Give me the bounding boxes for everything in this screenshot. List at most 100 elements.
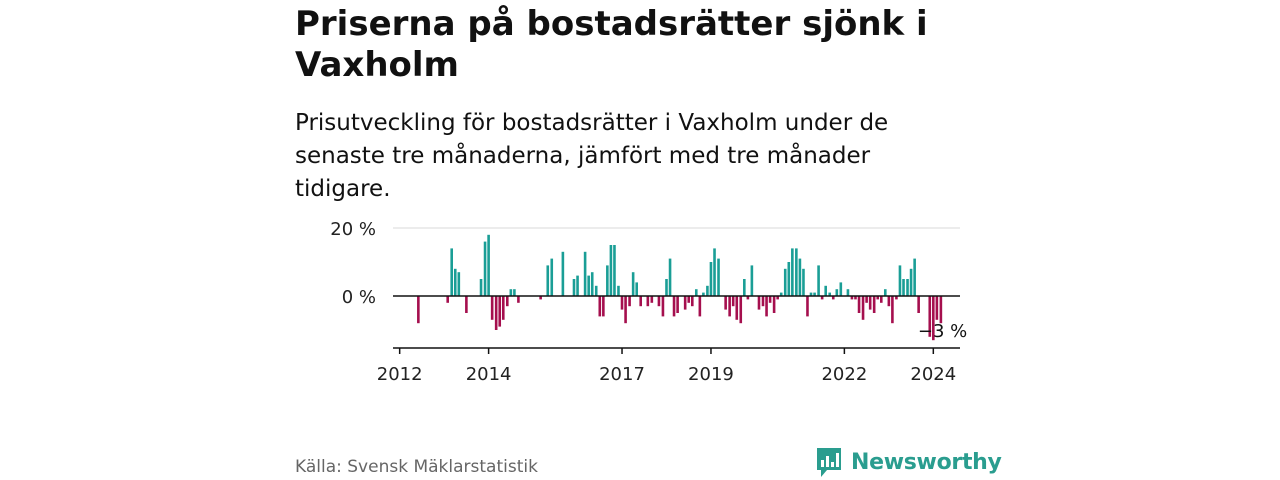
bar (895, 296, 898, 300)
bar (617, 285, 620, 296)
bar (717, 258, 720, 296)
bar (479, 279, 483, 296)
bar (839, 282, 843, 296)
bar (857, 296, 861, 313)
bar (806, 296, 809, 317)
bar (891, 296, 894, 324)
bar (594, 285, 598, 296)
bar (706, 285, 709, 296)
newsworthy-icon (817, 448, 841, 477)
bar (791, 248, 794, 296)
source-label: Källa: Svensk Mäklarstatistik (295, 457, 538, 477)
bar (539, 296, 542, 300)
bar (650, 296, 654, 303)
bar (702, 292, 705, 296)
bar (450, 248, 453, 296)
bar (779, 292, 783, 296)
annotation-label: −3 % (918, 321, 967, 342)
bar (498, 296, 502, 327)
bar (854, 296, 857, 300)
bar (724, 296, 727, 310)
bar (598, 296, 602, 317)
bar (872, 296, 876, 313)
bar (846, 289, 850, 296)
bar (517, 296, 520, 303)
newsworthy-logo[interactable]: Newsworthy (815, 446, 1002, 478)
bar (750, 265, 754, 296)
bar (879, 296, 883, 303)
bar (743, 279, 746, 296)
bar (939, 296, 943, 324)
bar (490, 296, 494, 320)
bar (850, 296, 854, 300)
bar (787, 262, 791, 296)
bar-chart: 0 % 20 % 2012 2014 2017 2019 2022 2024 −3 % (330, 219, 967, 385)
bar (457, 272, 461, 296)
bar (620, 296, 624, 310)
brand-name: Newsworthy (851, 449, 1002, 475)
bar (802, 268, 805, 296)
x-tick-label: 2024 (910, 364, 956, 385)
bar (813, 292, 816, 296)
chart-subtitle: Prisutveckling för bostadsrätter i Vaxho… (295, 110, 889, 202)
bar (824, 285, 827, 296)
bar (624, 296, 627, 324)
bar (868, 296, 872, 310)
bar (465, 296, 468, 313)
y-tick-label: 0 % (342, 287, 376, 308)
bar (487, 234, 490, 296)
bar (735, 296, 739, 320)
bar (672, 296, 676, 317)
x-tick-label: 2017 (599, 364, 645, 385)
bar (687, 296, 691, 303)
bar (746, 296, 750, 300)
bar (587, 275, 590, 296)
bar (501, 296, 505, 320)
bar (757, 296, 761, 310)
bar (835, 289, 839, 296)
bar (887, 296, 891, 307)
bar (602, 296, 605, 317)
bar (550, 258, 554, 296)
bar (635, 282, 638, 296)
bar (917, 296, 920, 313)
bar (861, 296, 865, 320)
bar (546, 265, 550, 296)
bar (772, 296, 776, 313)
x-tick-label: 2014 (466, 364, 512, 385)
bar (561, 251, 565, 296)
bar (606, 265, 609, 296)
bar (820, 296, 824, 300)
bar (694, 289, 698, 296)
bar (572, 279, 576, 296)
bar (902, 279, 905, 296)
bar (909, 268, 913, 296)
bar (709, 262, 713, 296)
bar (698, 296, 702, 317)
bar (639, 296, 642, 307)
bar (417, 296, 420, 324)
bar (613, 245, 616, 296)
bar (817, 265, 820, 296)
bar (932, 296, 935, 341)
bar (831, 296, 835, 300)
bar (795, 248, 798, 296)
bar (631, 272, 635, 296)
chart-title: Priserna på bostadsrätter sjönk i Vaxhol… (295, 4, 928, 85)
bar (683, 296, 687, 310)
bar (906, 279, 909, 296)
bar (513, 289, 516, 296)
bar (865, 296, 868, 303)
bar (661, 296, 665, 317)
bar (609, 245, 613, 296)
bar (798, 258, 802, 296)
bar (576, 275, 579, 296)
bar (883, 289, 887, 296)
bar (676, 296, 679, 313)
x-tick-label: 2022 (821, 364, 867, 385)
y-tick-label: 20 % (330, 219, 376, 240)
bar (935, 296, 939, 320)
x-tick-label: 2019 (688, 364, 734, 385)
bar (665, 279, 668, 296)
bar (446, 296, 449, 303)
